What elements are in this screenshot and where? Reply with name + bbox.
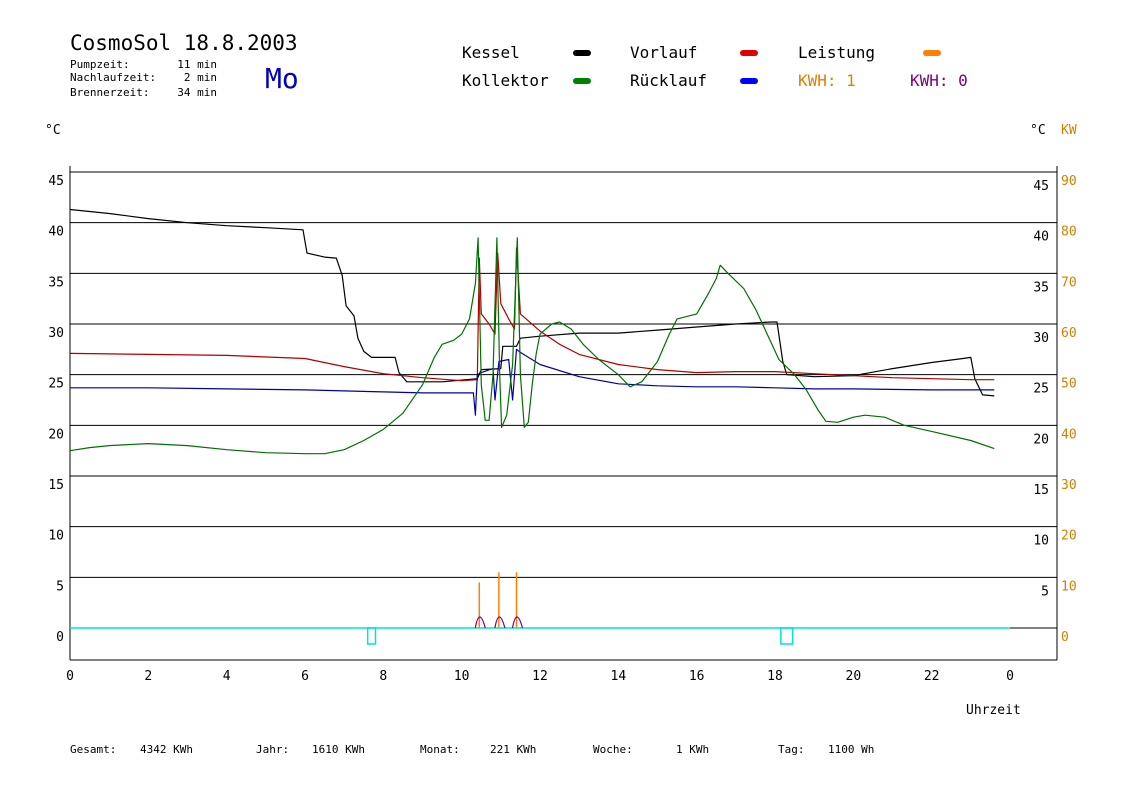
y-tick-label: 35 [48, 275, 64, 290]
y-tick-label-right: 10 [1033, 534, 1049, 549]
kw-tick-label: 90 [1061, 174, 1077, 189]
left-axis-unit: °C [45, 123, 61, 138]
stat-value: 34 min [177, 86, 217, 99]
footer-value: 221 KWh [490, 743, 536, 756]
kwh-label-0: KWH: 0 [910, 71, 968, 90]
y-tick-label: 5 [56, 579, 64, 594]
legend-label-ruecklauf: Rücklauf [630, 71, 707, 90]
footer-label: Jahr: [256, 743, 289, 756]
kw-tick-label: 70 [1061, 275, 1077, 290]
footer-value: 1100 Wh [828, 743, 874, 756]
y-tick-label-right: 30 [1033, 331, 1049, 346]
y-tick-label: 25 [48, 377, 64, 392]
footer-label: Woche: [593, 743, 633, 756]
x-tick-label: 22 [924, 669, 940, 684]
x-tick-label: 14 [611, 669, 627, 684]
stat-value: 11 min [177, 58, 217, 71]
pump-marker [780, 627, 794, 645]
footer-value: 1610 KWh [312, 743, 365, 756]
weekday-label: Mo [265, 62, 299, 95]
stat-label: Nachlaufzeit: [70, 71, 156, 84]
x-tick-label: 10 [454, 669, 470, 684]
kw-tick-label: 40 [1061, 427, 1077, 442]
y-tick-label-right: 45 [1033, 179, 1049, 194]
kw-tick-label: 10 [1061, 579, 1077, 594]
kwh-label-1: KWH: 1 [798, 71, 856, 90]
footer-value: 4342 KWh [140, 743, 193, 756]
kw-tick-label: 50 [1061, 377, 1077, 392]
x-tick-label: 12 [532, 669, 548, 684]
y-tick-label: 40 [48, 225, 64, 240]
y-tick-label-right: 25 [1033, 382, 1049, 397]
series-line-vorlauf [69, 247, 995, 382]
y-tick-label-right: 20 [1033, 432, 1049, 447]
legend-label-vorlauf: Vorlauf [630, 43, 697, 62]
stat-label: Brennerzeit: [70, 86, 149, 99]
y-tick-label: 30 [48, 326, 64, 341]
y-tick-label: 45 [48, 174, 64, 189]
y-tick-label: 20 [48, 427, 64, 442]
series-line-kollektor [69, 237, 995, 455]
right-axis-unit-kw: KW [1061, 123, 1077, 138]
y-tick-labels: 0 5 5 10 10 15 15 20 20 25 25 30 30 35 35 40 40 45 45 0 10 20… [48, 174, 1076, 645]
x-tick-labels: 0 2 4 6 8 10 12 14 16 18 20 22 0 [66, 669, 1014, 684]
y-tick-label: 15 [48, 478, 64, 493]
x-tick-label: 6 [301, 669, 309, 684]
grid-lines [70, 171, 1057, 629]
footer-label: Tag: [778, 743, 805, 756]
stat-value: 2 min [184, 71, 217, 84]
y-tick-label: 0 [56, 630, 64, 645]
legend: Kessel Kollektor Vorlauf Rücklauf Leistu… [462, 43, 968, 90]
y-tick-label-right: 15 [1033, 483, 1049, 498]
kw-tick-label: 30 [1061, 478, 1077, 493]
leistung-hump [474, 616, 486, 629]
x-axis-label: Uhrzeit [966, 703, 1021, 718]
footer-stats: Gesamt: 4342 KWh Jahr: 1610 KWh Monat: 2… [70, 743, 874, 756]
y-tick-label-right: 35 [1033, 280, 1049, 295]
footer-label: Gesamt: [70, 743, 116, 756]
kw-tick-label: 80 [1061, 225, 1077, 240]
footer-label: Monat: [420, 743, 460, 756]
x-tick-label: 0 [1006, 669, 1014, 684]
header-stats: Pumpzeit: 11 min Nachlaufzeit: 2 min Bre… [70, 58, 217, 99]
series-lines [69, 208, 995, 455]
y-tick-label-right: 5 [1041, 584, 1049, 599]
x-tick-label: 8 [379, 669, 387, 684]
y-tick-label: 10 [48, 529, 64, 544]
series-line-kessel [69, 208, 995, 397]
pump-marker [366, 627, 377, 645]
leistung-hump [511, 616, 524, 629]
footer-value: 1 KWh [676, 743, 709, 756]
leistung-hump [494, 616, 506, 629]
right-axis-unit-c: °C [1030, 123, 1046, 138]
legend-label-kollektor: Kollektor [462, 71, 549, 90]
x-tick-label: 20 [846, 669, 862, 684]
x-tick-label: 4 [223, 669, 231, 684]
kw-tick-label: 0 [1061, 630, 1069, 645]
power-and-pump-marks [70, 572, 1010, 645]
chart-title: CosmoSol 18.8.2003 [70, 31, 298, 55]
stat-label: Pumpzeit: [70, 58, 130, 71]
kw-tick-label: 60 [1061, 326, 1077, 341]
y-tick-label-right: 40 [1033, 230, 1049, 245]
x-tick-label: 18 [767, 669, 783, 684]
kw-tick-label: 20 [1061, 529, 1077, 544]
legend-label-kessel: Kessel [462, 43, 520, 62]
legend-label-leistung: Leistung [798, 43, 875, 62]
x-tick-label: 0 [66, 669, 74, 684]
x-tick-label: 2 [144, 669, 152, 684]
x-tick-label: 16 [689, 669, 705, 684]
